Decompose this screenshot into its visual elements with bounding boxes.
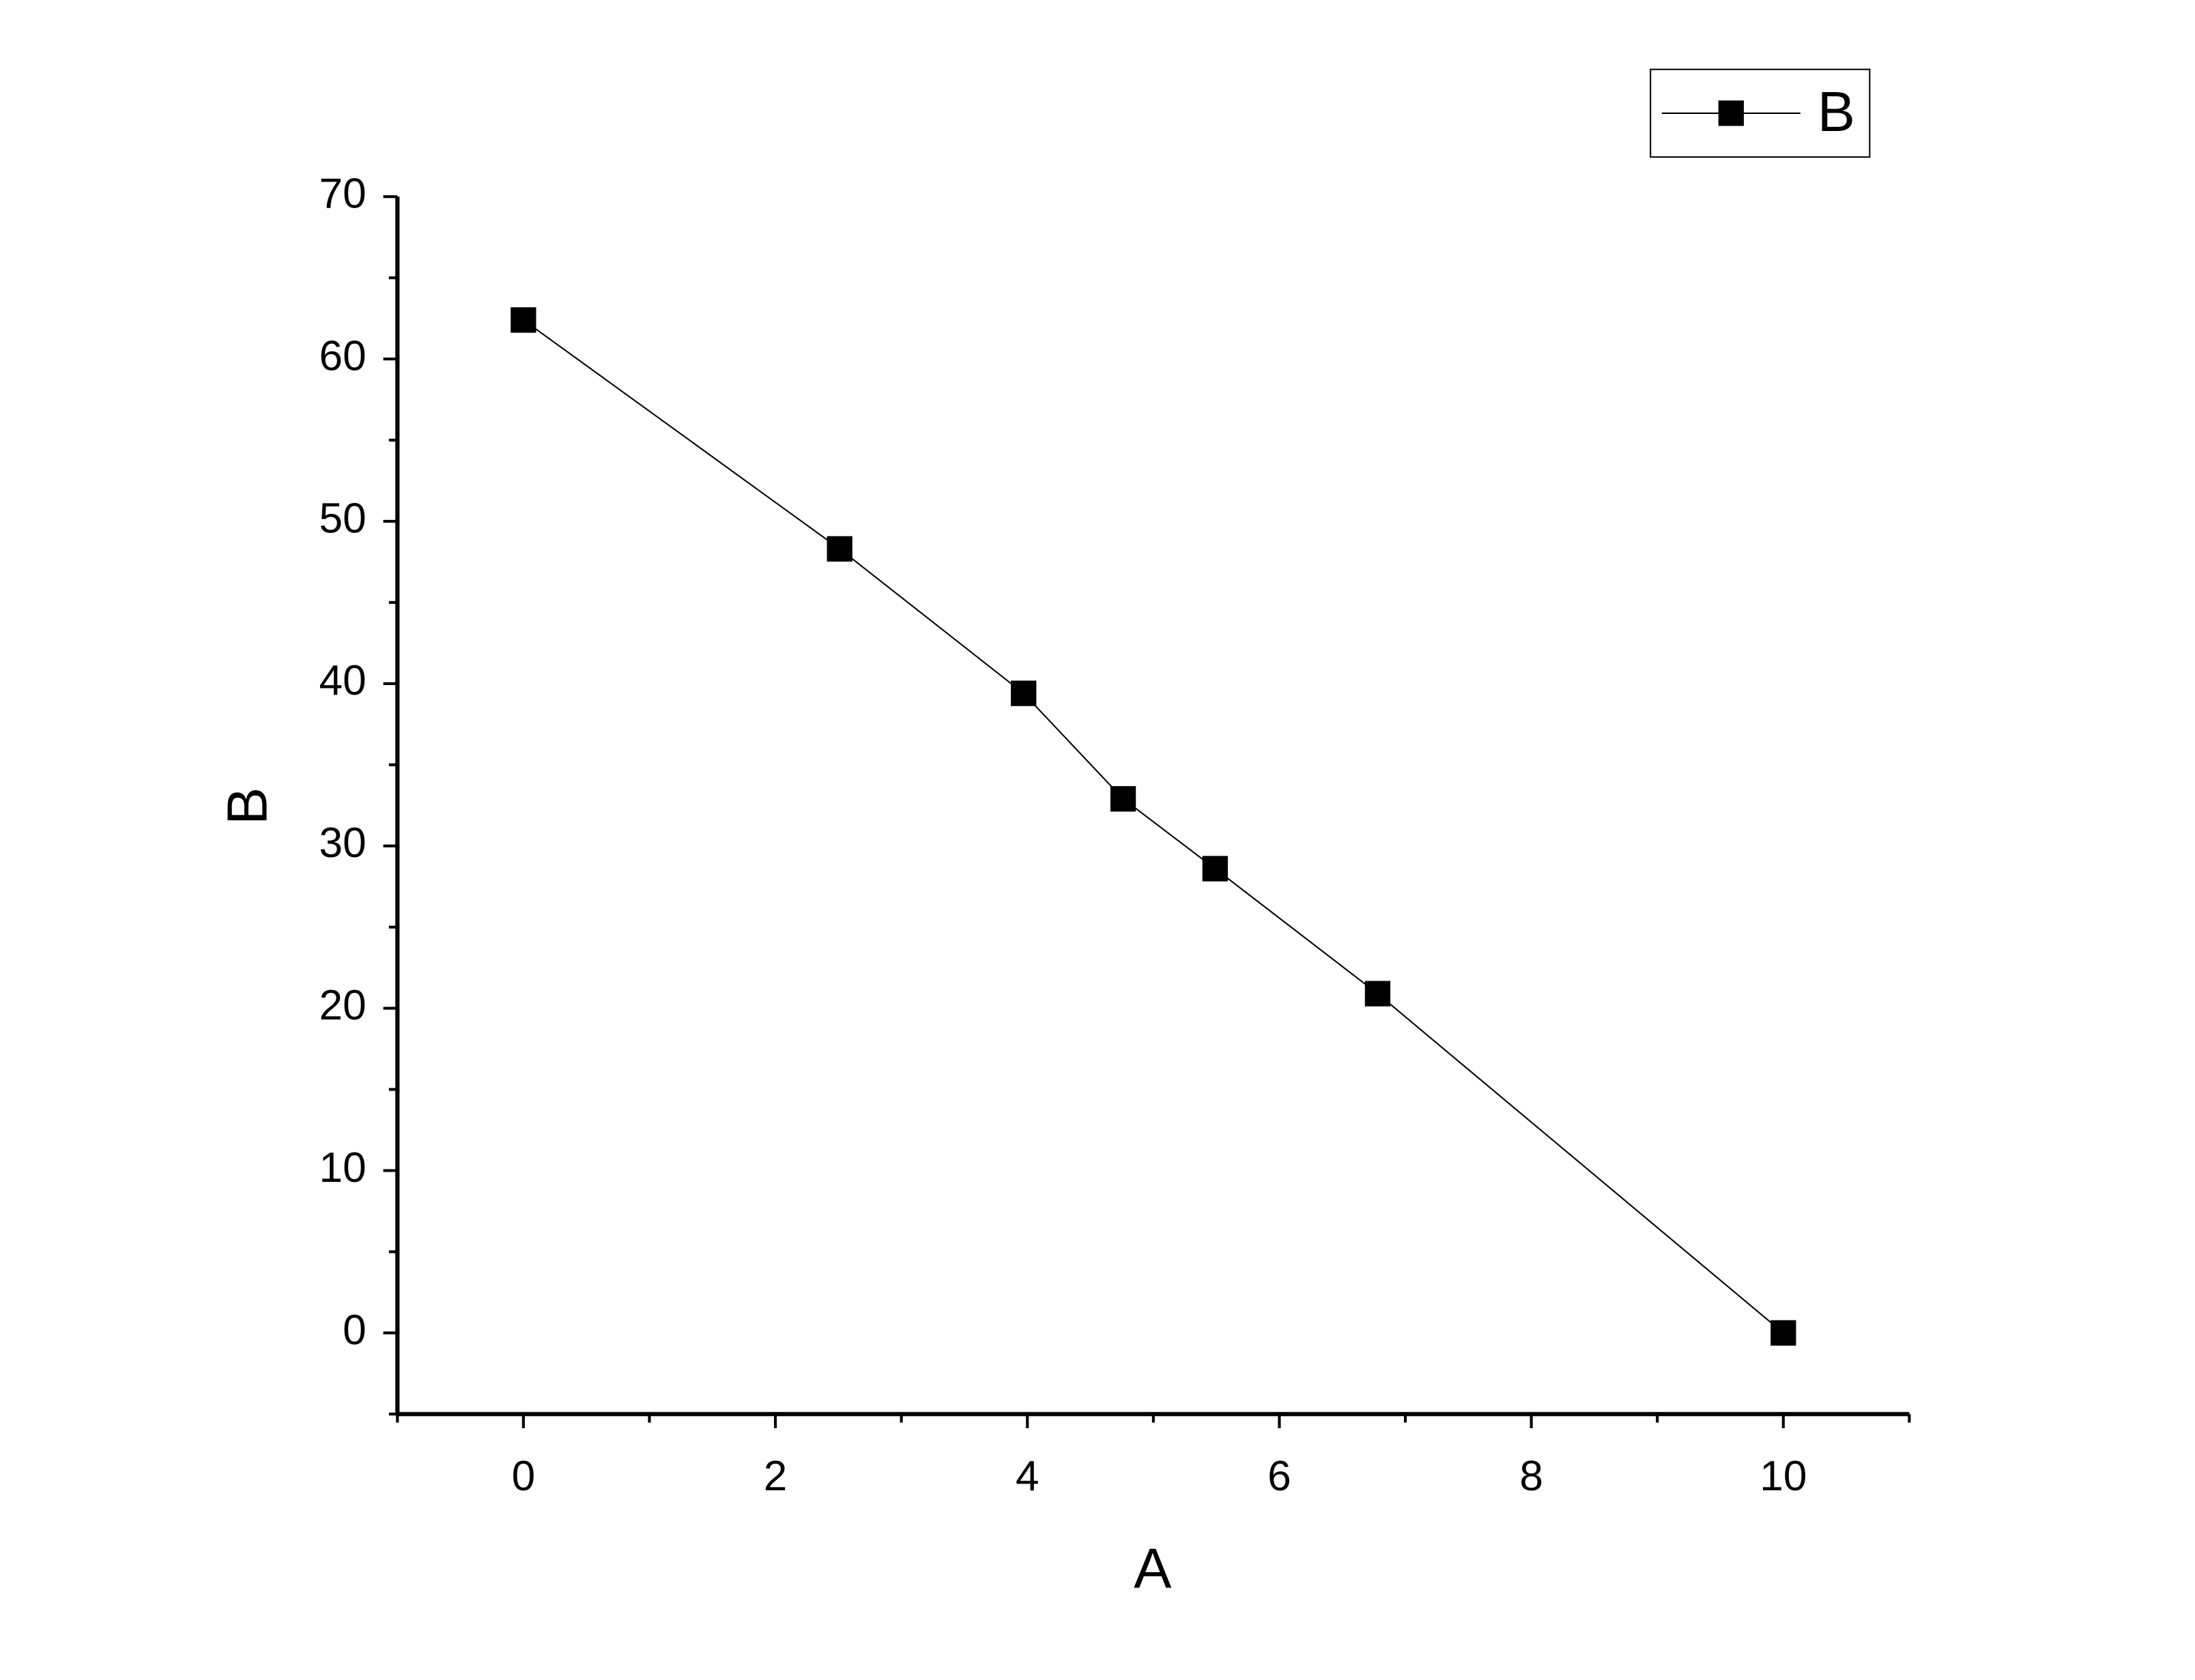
x-tick-label: 8 (1519, 1453, 1543, 1500)
y-axis-label: B (216, 787, 279, 825)
x-tick-label: 6 (1267, 1453, 1291, 1500)
y-tick-label: 10 (319, 1144, 367, 1191)
y-tick-label: 60 (319, 332, 367, 379)
x-axis-label: A (1134, 1536, 1172, 1599)
y-tick-label: 30 (319, 820, 367, 867)
marker (1770, 1320, 1796, 1346)
marker (1202, 856, 1228, 882)
x-tick-label: 0 (512, 1453, 536, 1500)
x-tick-label: 10 (1760, 1453, 1807, 1500)
x-tick-label: 4 (1016, 1453, 1039, 1500)
marker (827, 536, 852, 562)
y-tick-label: 40 (319, 657, 367, 704)
legend-label: B (1818, 80, 1855, 143)
y-tick-label: 70 (319, 171, 367, 218)
legend-marker (1718, 100, 1744, 126)
y-tick-label: 50 (319, 495, 367, 542)
series-line (523, 319, 1784, 1334)
marker (1364, 981, 1391, 1006)
marker (511, 307, 536, 333)
marker (1110, 786, 1136, 812)
y-tick-label: 20 (319, 982, 367, 1029)
x-tick-label: 2 (764, 1453, 788, 1500)
marker (1011, 680, 1037, 706)
y-tick-label: 0 (343, 1307, 367, 1354)
